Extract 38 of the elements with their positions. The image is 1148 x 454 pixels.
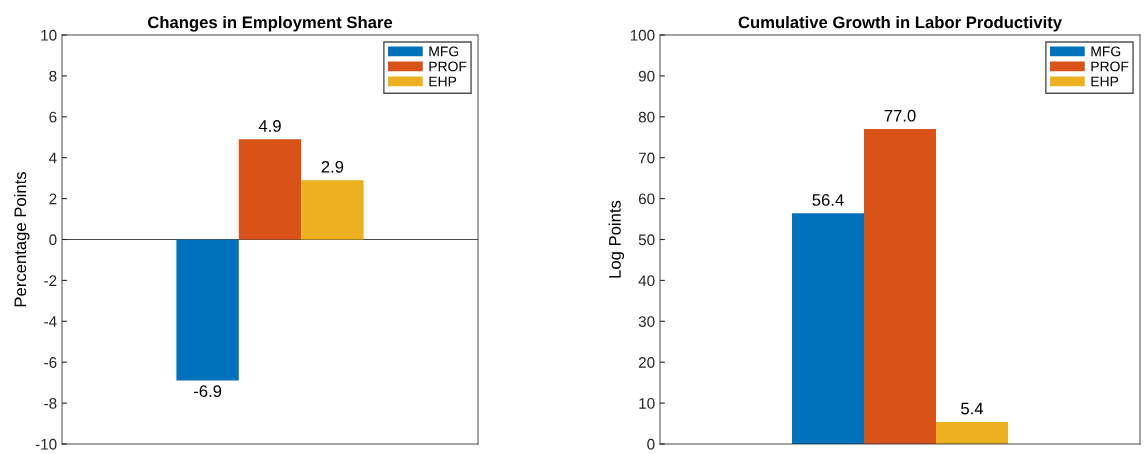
y-tick-label: 60 bbox=[638, 193, 655, 205]
y-tick-label: 10 bbox=[639, 397, 655, 409]
y-tick-label: 20 bbox=[638, 357, 655, 368]
data-label: -6.9 bbox=[193, 385, 222, 398]
y-tick-label: 50 bbox=[638, 234, 655, 246]
legend-label: PROF bbox=[429, 61, 467, 72]
y-tick-label: 40 bbox=[638, 275, 655, 287]
y-tick-label: 30 bbox=[638, 316, 655, 327]
legend-label: EHP bbox=[1091, 76, 1119, 87]
legend-label: MFG bbox=[429, 46, 459, 57]
y-axis-title: Log Points bbox=[608, 200, 625, 278]
y-tick-label: 4 bbox=[48, 152, 57, 164]
y-tick-label: -6 bbox=[44, 357, 57, 368]
y-tick-label: 100 bbox=[630, 29, 655, 41]
y-tick-label: 2 bbox=[49, 193, 57, 205]
data-label: 2.9 bbox=[321, 160, 344, 173]
y-tick-label: 0 bbox=[647, 438, 655, 450]
data-label: 4.9 bbox=[258, 120, 281, 132]
data-label: 56.4 bbox=[812, 194, 844, 206]
chart-title: Cumulative Growth in Labor Productivity bbox=[738, 15, 1062, 32]
y-tick-label: 0 bbox=[49, 234, 57, 246]
data-label: 5.4 bbox=[961, 402, 984, 415]
y-tick-label: 6 bbox=[49, 111, 57, 123]
y-tick-label: 80 bbox=[638, 111, 655, 123]
y-tick-label: 90 bbox=[638, 70, 655, 82]
legend-label: PROF bbox=[1091, 61, 1129, 72]
y-tick-label: 10 bbox=[41, 29, 57, 41]
y-tick-label: 8 bbox=[49, 70, 57, 82]
legend-label: EHP bbox=[429, 76, 457, 87]
y-tick-label: 70 bbox=[638, 152, 655, 164]
y-axis-title: Percentage Points bbox=[13, 172, 30, 307]
chart-title: Changes in Employment Share bbox=[147, 15, 393, 32]
y-tick-label: -4 bbox=[44, 316, 57, 327]
y-tick-label: -8 bbox=[44, 397, 57, 409]
data-label: 77.0 bbox=[884, 109, 916, 122]
legend-label: MFG bbox=[1091, 46, 1121, 57]
y-tick-label: -10 bbox=[35, 438, 57, 450]
y-tick-label: -2 bbox=[44, 275, 57, 286]
